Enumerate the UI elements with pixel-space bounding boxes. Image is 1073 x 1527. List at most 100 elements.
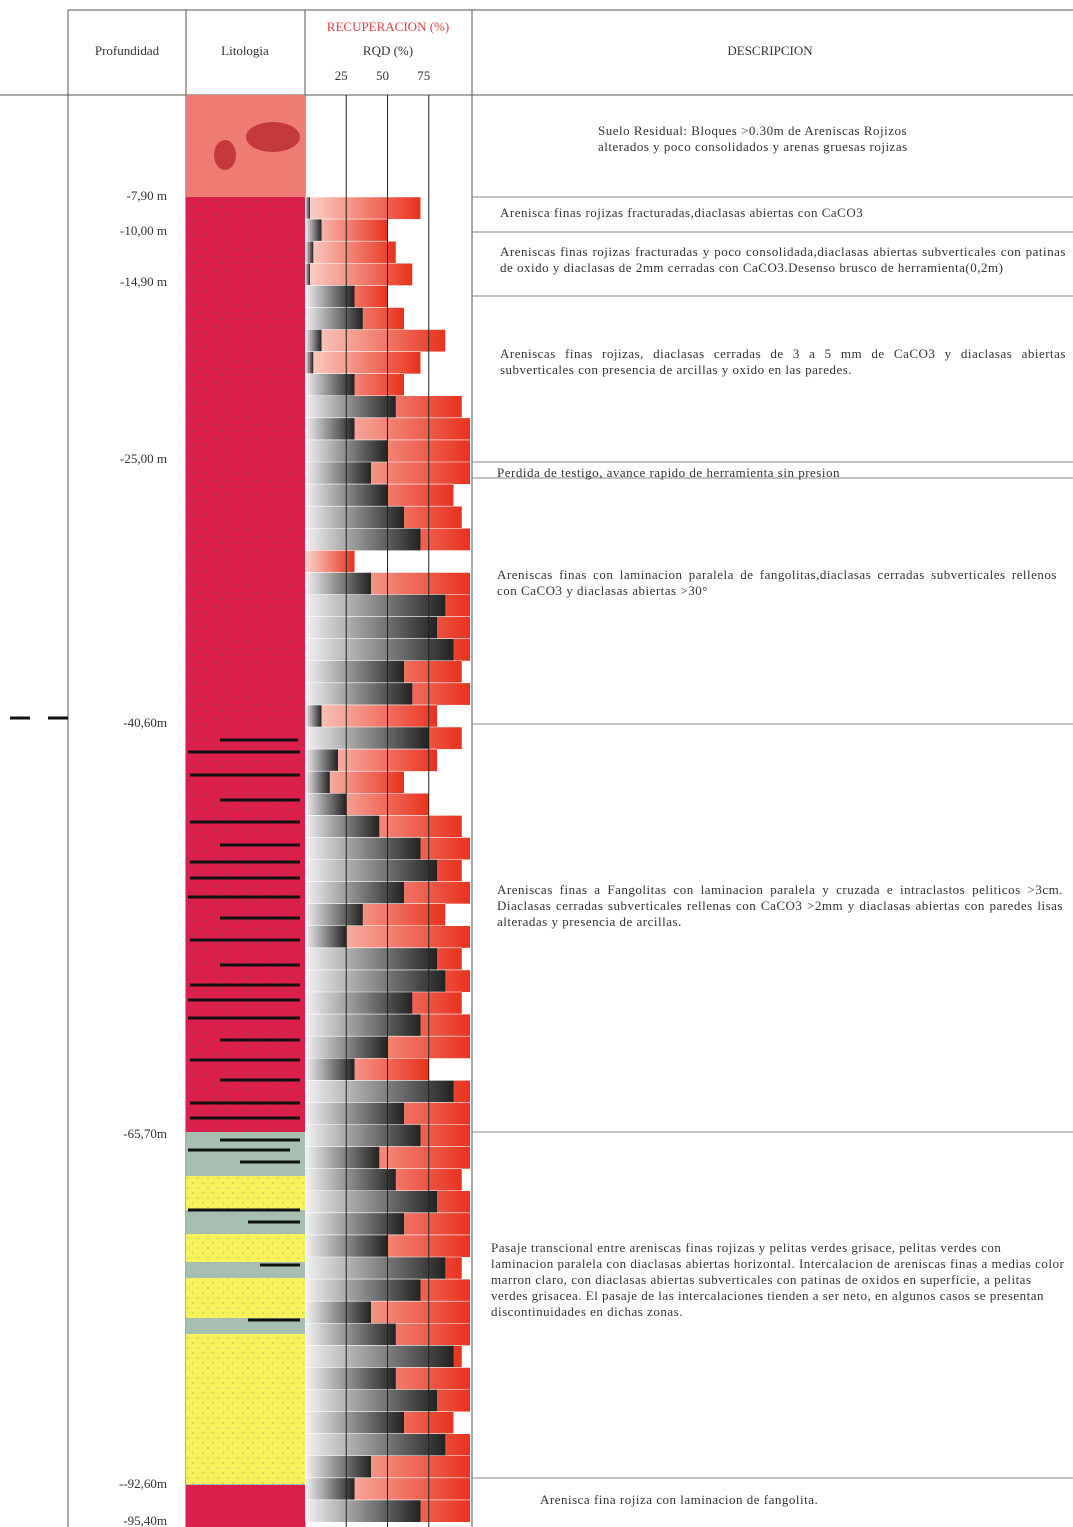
header: RQD (%) [363, 43, 413, 58]
depth-label: -25,00 m [120, 451, 167, 466]
laminations [188, 738, 300, 1322]
rqd-bar [305, 395, 396, 418]
rqd-bar [305, 749, 338, 772]
rqd-bar [305, 1080, 454, 1103]
description: Areniscas finas rojizas fracturadas y po… [500, 244, 1066, 275]
rqd-bar [305, 1411, 404, 1434]
rqd-bar [305, 1014, 421, 1037]
rqd-bar [305, 1279, 421, 1302]
rqd-bar [305, 881, 404, 904]
description: Areniscas finas rojizas, diaclasas cerra… [500, 346, 1066, 377]
rqd-bar [305, 462, 371, 485]
rqd-bar [305, 771, 330, 794]
rqd-bar [305, 859, 437, 882]
description: Areniscas finas a Fangolitas con laminac… [497, 882, 1063, 929]
rqd-bar [305, 506, 404, 529]
rqd-bar [305, 704, 322, 727]
depth-label: -65,70m [123, 1126, 167, 1141]
lithology [186, 95, 305, 1527]
rqd-bar [305, 1323, 396, 1346]
recovery-bar [305, 241, 396, 264]
rqd-bar [305, 1433, 446, 1456]
tick-label: 25 [335, 68, 348, 83]
rqd-bar [305, 351, 314, 374]
rqd-bar [305, 638, 454, 661]
header: RECUPERACION (%) [327, 19, 449, 34]
rqd-bar [305, 1367, 396, 1390]
rqd-bar [305, 1058, 355, 1081]
rqd-bar [305, 307, 363, 330]
sandstone-light [186, 1234, 305, 1262]
depth-label: -95,40m [123, 1513, 167, 1527]
rqd-bar [305, 1389, 437, 1412]
rqd-bar [305, 815, 380, 838]
header: Litologia [221, 43, 269, 58]
sandstone-light [186, 1278, 305, 1318]
rqd-bar [305, 925, 347, 948]
rqd-bar [305, 241, 314, 264]
description-dividers [472, 196, 1073, 1479]
block [246, 122, 300, 152]
rqd-bar [305, 219, 322, 242]
depth-label: -14,90 m [120, 274, 167, 289]
rqd-bar [305, 992, 413, 1015]
description: Arenisca finas rojizas fracturadas,diacl… [500, 205, 864, 220]
rqd-bar [305, 1102, 404, 1125]
rqd-bar [305, 329, 322, 352]
rqd-bar [305, 263, 310, 286]
rqd-bar [305, 594, 446, 617]
scale: 25 50 75 [335, 68, 430, 1527]
rqd-bar [305, 528, 421, 551]
rqd-bar [305, 1146, 380, 1169]
recovery-bar [305, 197, 421, 220]
recovery-bar [305, 263, 413, 286]
recovery-bar [305, 550, 355, 573]
recovery-bar [305, 704, 437, 727]
rqd-bar [305, 417, 355, 440]
depth-label: -7,90 m [127, 188, 167, 203]
depth-label: -10,00 m [120, 223, 167, 238]
recovery-bar [305, 329, 446, 352]
description: Areniscas finas con laminacion paralela … [497, 567, 1057, 598]
description: Pasaje transcional entre areniscas finas… [491, 1240, 1065, 1319]
rqd-bar [305, 1345, 454, 1368]
block [214, 140, 236, 170]
depth-label: --92,60m [119, 1476, 167, 1491]
rqd-bar [305, 1257, 446, 1280]
rqd-bar [305, 793, 347, 816]
rqd-bar [305, 373, 355, 396]
description: Suelo Residual: Bloques >0.30m de Arenis… [598, 123, 908, 154]
depth-label: -40,60m [123, 715, 167, 730]
rqd-bar [305, 682, 413, 705]
rqd-bar [305, 1190, 437, 1213]
rqd-bar [305, 969, 446, 992]
rqd-bar [305, 1455, 371, 1478]
header: DESCRIPCION [727, 43, 813, 58]
rqd-bar [305, 1212, 404, 1235]
tick-label: 50 [376, 68, 389, 83]
sandstone [186, 1485, 305, 1527]
rqd-bar [305, 572, 371, 595]
rqd-bar [305, 837, 421, 860]
sandstone-light [186, 1176, 305, 1210]
rqd-bar [305, 197, 310, 220]
description: Arenisca fina rojiza con laminacion de f… [540, 1492, 819, 1507]
rqd-bar [305, 903, 363, 926]
description: Perdida de testigo, avance rapido de her… [497, 465, 840, 480]
recovery-bar [305, 351, 421, 374]
depth-labels: -7,90 m -10,00 m -14,90 m -25,00 m -40,60m -6… [119, 188, 167, 1527]
sandstone-light [186, 1334, 305, 1484]
rqd-bar [305, 1301, 371, 1324]
rqd-bar [305, 947, 437, 970]
rqd-bar [305, 727, 429, 750]
tick-label: 75 [417, 68, 430, 83]
header: Profundidad [95, 43, 160, 58]
rqd-bar [305, 1477, 355, 1500]
rqd-bar [305, 1168, 396, 1191]
rqd-bar [305, 285, 355, 308]
rqd-bar [305, 1499, 421, 1522]
rqd-bar [305, 1124, 421, 1147]
sandstone [186, 197, 305, 1132]
